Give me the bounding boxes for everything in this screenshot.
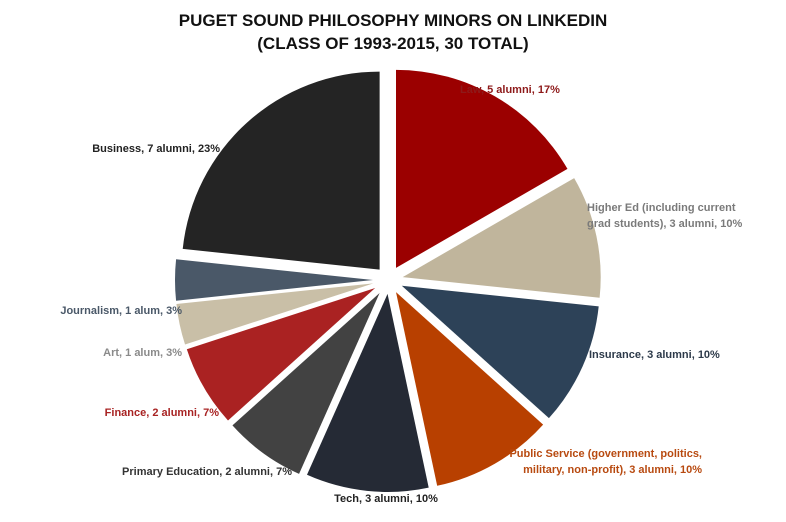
slice-label-art: Art, 1 alum, 3% [103, 347, 182, 359]
pie-slice-journalism [174, 259, 373, 301]
pie-slice-primary-education [232, 292, 380, 474]
slice-label-public-service-government-politics-military-non-profit: Public Service (government, politics, mil… [509, 448, 702, 476]
slice-label-insurance: Insurance, 3 alumni, 10% [589, 349, 720, 361]
slice-labels: Law, 5 alumni, 17% Higher Ed (including c… [60, 84, 742, 505]
pie-slice-public-service-government-politics-military-non-profit [396, 292, 544, 486]
pie-slice-finance [186, 288, 376, 421]
slice-label-business: Business, 7 alumni, 23% [92, 143, 220, 155]
slice-label-line: Public Service (government, politics, [509, 448, 702, 460]
slice-label-line: Insurance, 3 alumni, 10% [589, 349, 720, 361]
slice-label-line: military, non-profit), 3 alumni, 10% [523, 464, 702, 476]
pie-slice-higher-ed-including-current-grad-students [402, 178, 601, 298]
slice-label-line: Art, 1 alum, 3% [103, 347, 182, 359]
slice-label-line: Business, 7 alumni, 23% [92, 143, 220, 155]
chart-title: PUGET SOUND PHILOSOPHY MINORS ON LINKEDI… [179, 11, 608, 30]
slice-label-line: Higher Ed (including current [587, 202, 736, 214]
slice-label-law: Law, 5 alumni, 17% [460, 84, 560, 96]
slice-label-line: Tech, 3 alumni, 10% [334, 493, 438, 505]
slice-label-line: Law, 5 alumni, 17% [460, 84, 560, 96]
pie-slice-business [182, 71, 380, 270]
slice-label-primary-education: Primary Education, 2 alumni, 7% [122, 466, 292, 478]
slice-label-finance: Finance, 2 alumni, 7% [105, 407, 220, 419]
slice-label-line: Finance, 2 alumni, 7% [105, 407, 220, 419]
pie-slice-insurance [401, 285, 599, 419]
slice-label-line: Journalism, 1 alum, 3% [60, 305, 182, 317]
pie-slices [174, 69, 601, 492]
chart-subtitle: (CLASS OF 1993-2015, 30 TOTAL) [257, 34, 528, 53]
pie-slice-law [396, 69, 568, 268]
slice-label-journalism: Journalism, 1 alum, 3% [60, 305, 182, 317]
slice-label-higher-ed-including-current-grad-students: Higher Ed (including current grad student… [587, 202, 742, 230]
pie-slice-art [176, 283, 374, 345]
slice-label-line: grad students), 3 alumni, 10% [587, 218, 742, 230]
pie-slice-tech [307, 293, 429, 492]
slice-label-line: Primary Education, 2 alumni, 7% [122, 466, 292, 478]
slice-label-tech: Tech, 3 alumni, 10% [334, 493, 438, 505]
